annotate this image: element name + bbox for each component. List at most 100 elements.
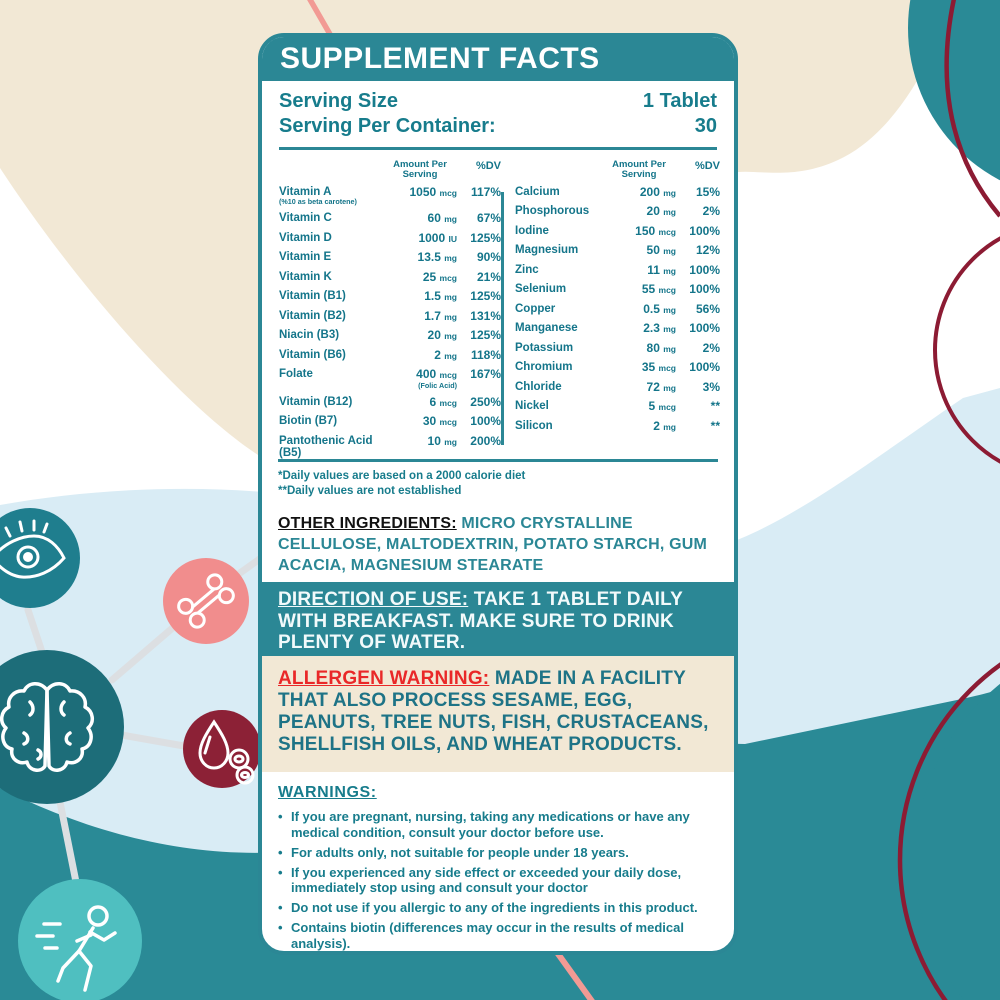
serving-container-value: 30 [694, 115, 717, 137]
nutrient-amount: 400 [416, 367, 437, 382]
dv-header: %DV [694, 160, 720, 172]
pink-string-top [307, 0, 334, 39]
nutrient-row: Vitamin (B12) 6 mcg 250% [279, 396, 501, 410]
red-arc-top [944, 0, 1000, 218]
amount-per-serving-header: Amount Per Serving [612, 159, 666, 180]
nutrient-row: Vitamin A (%10 as beta carotene) 1050 mc… [279, 186, 501, 207]
nutrient-unit: mg [663, 421, 676, 432]
nutrient-row: Vitamin C 60 mg 67% [279, 212, 501, 226]
allergen-warning-section: ALLERGEN WARNING: MADE IN A FACILITY THA… [262, 656, 734, 772]
nutrient-amount: 1.5 [424, 289, 441, 304]
warning-item: Contains biotin (differences may occur i… [278, 920, 718, 951]
bone-icon [177, 573, 235, 629]
warning-item: If you are pregnant, nursing, taking any… [278, 809, 718, 840]
warning-item: If you experienced any side effect or ex… [278, 865, 718, 896]
nutrient-row: Chromium 35 mcg 100% [515, 361, 720, 375]
nutrient-name: Pantothenic Acid (B5) [279, 434, 373, 459]
nutrient-row: Vitamin D 1000 IU 125% [279, 232, 501, 246]
nutrient-amount: 1050 [409, 184, 437, 199]
footnote: **Daily values are not established [278, 485, 462, 497]
nutrient-dv: 90% [476, 250, 501, 265]
allergen-text: MADE IN A FACILITY THAT ALSO PROCESS SES… [278, 668, 709, 755]
nutrient-dv: 12% [695, 243, 720, 258]
nutrient-row: Vitamin E 13.5 mg 90% [279, 251, 501, 265]
nutrient-unit: mg [663, 304, 676, 315]
nutrient-name-note: (%10 as beta carotene) [279, 197, 357, 207]
nutrient-unit: mg [663, 324, 676, 335]
nutrient-name: Iodine [515, 224, 549, 237]
mineral-rows: Calcium 200 mg 15% [515, 186, 720, 440]
nutrient-dv: 100% [689, 282, 720, 297]
nutrient-dv: 21% [476, 269, 501, 284]
nutrient-row: Vitamin (B6) 2 mg 118% [279, 349, 501, 363]
nutrient-unit: mcg [439, 417, 457, 428]
nutrient-name: Chromium [515, 361, 573, 374]
brain-icon [0, 682, 94, 772]
nutrient-dv: 100% [689, 360, 720, 375]
nutrient-amount: 2.3 [643, 321, 660, 336]
warnings-list: If you are pregnant, nursing, taking any… [278, 809, 718, 951]
nutrient-row: Nickel 5 mcg ** [515, 400, 720, 414]
column-header: Amount Per Serving %DV [515, 160, 720, 180]
red-arc-bottom [897, 662, 1000, 1000]
nutrient-unit: mcg [439, 370, 457, 381]
nutrient-amount: 60 [427, 211, 441, 226]
nutrient-amount: 1000 [418, 230, 446, 245]
footnotes-section: *Daily values are based on a 2000 calori… [278, 459, 718, 504]
nutrient-dv: 131% [470, 308, 501, 323]
nutrient-row: Potassium 80 mg 2% [515, 342, 720, 356]
nutrient-amount: 0.5 [643, 301, 660, 316]
amount-per-serving-header: Amount Per Serving [393, 159, 447, 180]
nutrient-row: Selenium 55 mcg 100% [515, 283, 720, 297]
nutrient-row: Magnesium 50 mg 12% [515, 244, 720, 258]
nutrient-amount: 80 [646, 340, 660, 355]
nutrient-amount: 5 [648, 399, 656, 414]
nutrient-unit: mg [663, 207, 676, 218]
nutrient-amount: 20 [427, 328, 441, 343]
nutrient-column-minerals: Amount Per Serving %DV Calcium 200 [504, 160, 720, 459]
nutrient-dv: 2% [702, 340, 720, 355]
nutrient-unit: mcg [439, 272, 457, 283]
nutrient-name: Biotin (B7) [279, 415, 338, 428]
direction-heading: DIRECTION OF USE: [278, 589, 469, 610]
nutrient-name: Selenium [515, 283, 567, 296]
nutrient-row: Biotin (B7) 30 mcg 100% [279, 415, 501, 429]
nutrient-name: Magnesium [515, 244, 579, 257]
nutrient-dv: 100% [689, 262, 720, 277]
nutrient-name: Folate [279, 368, 313, 381]
nutrient-dv: 125% [470, 328, 501, 343]
nutrient-dv: 118% [470, 347, 501, 362]
nutrient-name: Vitamin (B12) [279, 395, 353, 408]
nutrient-amount: 10 [427, 433, 441, 448]
bottom-right-teal-circle [915, 683, 1000, 1000]
nutrient-dv: 56% [695, 301, 720, 316]
nutrient-name: Chloride [515, 380, 562, 393]
runner-icon [35, 905, 117, 992]
nutrient-unit: mcg [658, 402, 676, 413]
nutrient-unit: mg [663, 343, 676, 354]
nutrient-table: Amount Per Serving %DV Vitamin A (%10 as… [262, 154, 734, 459]
nutrient-unit: mg [444, 253, 457, 264]
nutrient-name: Vitamin D [279, 231, 332, 244]
serving-size-label: Serving Size [279, 90, 398, 112]
blood-drop-icon [198, 719, 255, 785]
nutrient-amount: 1.7 [424, 308, 441, 323]
nutrient-row: Folate 400 mcg (Folic Acid) 167% [279, 368, 501, 390]
nutrient-dv: 250% [470, 394, 501, 409]
nutrient-dv: 100% [689, 223, 720, 238]
other-ingredients-text: MICRO CRYSTALLINE CELLULOSE, MALTODEXTRI… [278, 515, 708, 574]
eye-circle [0, 508, 80, 608]
nutrient-dv: 200% [470, 433, 501, 448]
nutrient-name: Potassium [515, 341, 574, 354]
nutrient-amount: 150 [635, 223, 656, 238]
top-right-teal-circle [908, 0, 1000, 181]
nutrient-name: Vitamin E [279, 251, 332, 264]
nutrient-dv: 100% [470, 414, 501, 429]
nutrient-amount: 25 [422, 269, 437, 284]
nutrient-amount: 2 [653, 418, 660, 433]
nutrient-amount: 200 [639, 184, 660, 199]
supplement-facts-panel: SUPPLEMENT FACTS Serving Size 1 Tablet S… [258, 33, 738, 955]
panel-title: SUPPLEMENT FACTS [262, 37, 734, 81]
nutrient-row: Phosphorous 20 mg 2% [515, 205, 720, 219]
nutrient-row: Calcium 200 mg 15% [515, 186, 720, 200]
